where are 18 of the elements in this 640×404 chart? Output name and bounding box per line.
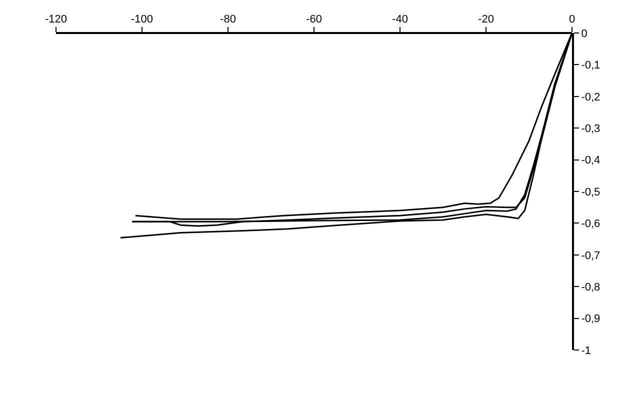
x-tick-label: -40 xyxy=(392,14,408,26)
y-tick-label: -0,4 xyxy=(581,154,600,167)
y-tick-label: -0,9 xyxy=(581,313,600,326)
x-tick-label: -100 xyxy=(130,14,154,26)
x-tick-label: 0 xyxy=(568,14,576,26)
y-tick-label: -0,8 xyxy=(581,281,600,294)
x-tick-label: -80 xyxy=(220,14,236,26)
y-tick-label: 0 xyxy=(581,28,588,40)
y-tick-label: -0,6 xyxy=(581,218,600,230)
y-tick-label: -1 xyxy=(581,344,591,357)
y-tick-label: -0,1 xyxy=(581,60,600,72)
y-tick-label: -0,7 xyxy=(581,250,600,262)
x-tick-label: -20 xyxy=(478,14,494,26)
x-tick-label: -60 xyxy=(306,14,322,26)
y-tick-label: -0,2 xyxy=(581,91,600,104)
x-tick-label: -120 xyxy=(44,14,68,26)
y-tick-label: -0,5 xyxy=(581,186,600,198)
y-tick-label: -0,3 xyxy=(581,122,600,135)
